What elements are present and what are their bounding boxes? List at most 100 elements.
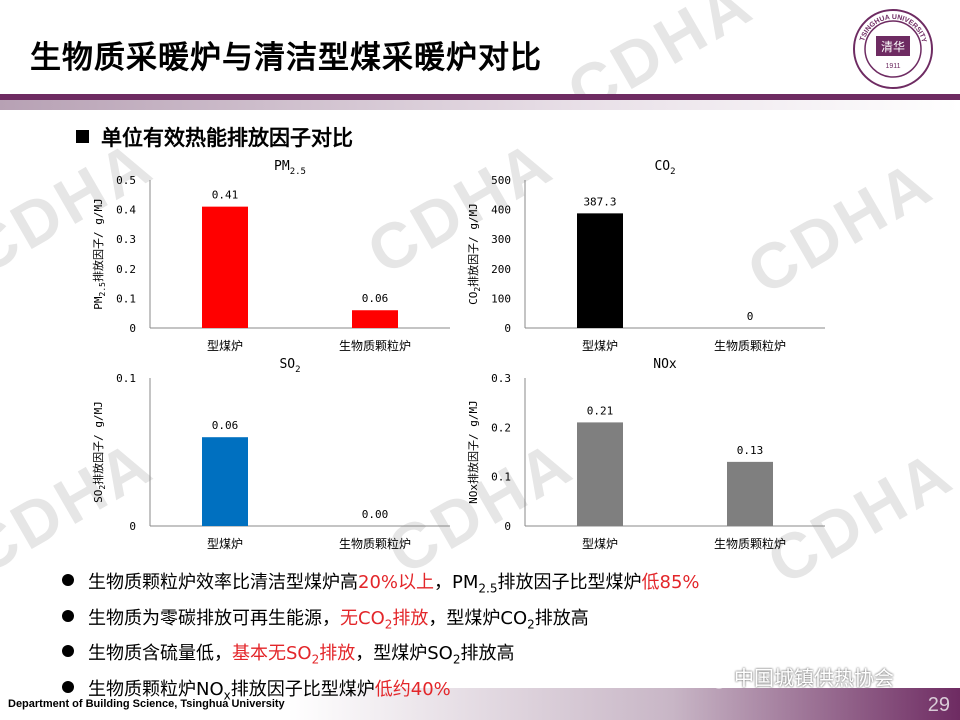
- chart-ylabel-rest: 排放因子/ g/MJ: [466, 400, 480, 484]
- bullet-segment: 2: [527, 617, 535, 632]
- wechat-icon: [700, 667, 728, 689]
- bar: [727, 461, 773, 526]
- bullet-segment: 排放高: [534, 607, 589, 629]
- bullet-segment: 排放高: [460, 643, 515, 665]
- bullet-segment: 2.5: [478, 581, 498, 596]
- bullet-segment: ，型煤炉SO: [355, 643, 453, 665]
- chart-title-main: NOx: [653, 357, 677, 372]
- bar: [577, 422, 623, 526]
- x-category-label: 生物质颗粒炉: [339, 338, 411, 353]
- logo-year: 1911: [885, 63, 900, 70]
- y-tick-label: 0: [504, 520, 511, 533]
- bullet-segment: 20%以上: [358, 572, 435, 593]
- bar: [577, 213, 623, 328]
- bar: [202, 206, 248, 328]
- y-tick-label: 0: [504, 322, 511, 335]
- chart-ylabel-sub: 2.5: [98, 282, 107, 297]
- x-category-label: 型煤炉: [582, 537, 618, 551]
- chart-nox: NOx NOx排放因子/ g/MJ 0 0.1 0.2 0.3 0.21 型煤炉 0.13 生物质…: [455, 357, 835, 558]
- subheading: 单位有效热能排放因子对比: [76, 122, 353, 152]
- bullet-segment: 排放因子比型煤炉: [497, 572, 642, 593]
- y-tick-label: 400: [491, 204, 511, 217]
- chart-title: CO2: [654, 159, 675, 177]
- tsinghua-logo: TSINGHUA UNIVERSITY 清华 1911: [852, 8, 934, 90]
- y-tick-label: 0.1: [116, 292, 136, 305]
- y-tick-label: 0.5: [116, 174, 136, 187]
- y-tick-label: 200: [491, 263, 511, 276]
- bullet-segment: ，型煤炉CO: [428, 607, 528, 629]
- chart-title-main: SO: [279, 357, 295, 372]
- bullet-segment: 生物质含硫量低，: [88, 643, 232, 665]
- bullet-list: 生物质颗粒炉效率比清洁型煤炉高20%以上，PM2.5排放因子比型煤炉低85% 生物…: [62, 568, 700, 710]
- x-category-label: 型煤炉: [207, 537, 243, 551]
- bullet-segment: 生物质为零碳排放可再生能源，: [88, 607, 340, 629]
- page-number: 29: [927, 694, 950, 716]
- bullet-segment: 排放因子比型煤炉: [230, 678, 375, 700]
- bullet-segment: 2: [452, 652, 461, 667]
- chart-ylabel-rest: 排放因子/ g/MJ: [466, 203, 480, 287]
- chart-ylabel-main: NOx: [467, 484, 480, 504]
- bar-value-label: 387.3: [583, 195, 616, 208]
- bullet-dot-icon: [62, 680, 74, 693]
- wechat-watermark: 中国城镇供热协会: [700, 662, 894, 691]
- chart-title: PM2.5: [274, 159, 306, 177]
- bullet-segment: 排放: [319, 643, 356, 665]
- bullet-segment: x: [223, 688, 231, 703]
- bullet-dot-icon: [62, 609, 74, 622]
- chart-so2: SO2 SO2排放因子/ g/MJ 0 0.1 0.06 型煤炉 0.00 生物质颗粒炉: [80, 357, 460, 558]
- y-tick-label: 0.2: [491, 421, 511, 434]
- bullet-item: 生物质颗粒炉NOx排放因子比型煤炉低约40%: [62, 675, 700, 711]
- x-category-label: 生物质颗粒炉: [714, 338, 786, 353]
- chart-ylabel-sub: 2: [98, 485, 107, 490]
- bullet-segment: 生物质颗粒炉NO: [88, 678, 224, 700]
- footer-bar: [0, 688, 960, 720]
- bullet-segment: 基本无SO: [232, 643, 312, 665]
- chart-ylabel: CO2排放因子/ g/MJ: [466, 203, 482, 305]
- chart-ylabel: SO2排放因子/ g/MJ: [91, 401, 107, 503]
- chart-ylabel-main: CO: [467, 292, 480, 305]
- chart-title: SO2: [279, 357, 300, 375]
- title-underline-gradient: [0, 100, 960, 110]
- bullet-segment: 排放: [392, 607, 429, 629]
- bar-value-label: 0.00: [362, 508, 389, 521]
- chart-title: NOx: [653, 357, 677, 372]
- wechat-label: 中国城镇供热协会: [734, 666, 894, 690]
- bar-value-label: 0.06: [212, 419, 239, 432]
- bar: [202, 437, 248, 526]
- chart-ylabel-rest: 排放因子/ g/MJ: [91, 401, 105, 485]
- bar-value-label: 0.21: [587, 404, 614, 417]
- bullet-segment: 生物质颗粒炉效率比清洁型煤炉高: [88, 572, 358, 593]
- chart-pm25: PM2.5 PM2.5排放因子/ g/MJ 0 0.1 0.2 0.3 0.4 0.5 0.41…: [80, 159, 460, 360]
- title-underline: [0, 94, 960, 100]
- y-tick-label: 0.3: [491, 372, 511, 385]
- chart-co2: CO2 CO2排放因子/ g/MJ 0 100 200 300 400 500 387.3 型煤炉…: [455, 159, 835, 360]
- chart-ylabel-main: PM: [92, 296, 105, 310]
- bullet-item: 生物质含硫量低，基本无SO2排放，型煤炉SO2排放高: [62, 639, 700, 675]
- bar: [352, 310, 398, 328]
- x-category-label: 生物质颗粒炉: [714, 536, 786, 551]
- svg-text:清华: 清华: [881, 40, 905, 54]
- y-tick-label: 0: [129, 520, 136, 533]
- x-category-label: 型煤炉: [207, 339, 243, 353]
- y-tick-label: 0.1: [116, 372, 136, 385]
- bullet-item: 生物质颗粒炉效率比清洁型煤炉高20%以上，PM2.5排放因子比型煤炉低85%: [62, 568, 700, 604]
- bullet-item: 生物质为零碳排放可再生能源，无CO2排放，型煤炉CO2排放高: [62, 604, 700, 640]
- bullet-segment: 2: [384, 617, 393, 632]
- bar-value-label: 0.13: [737, 444, 764, 457]
- y-tick-label: 0.3: [116, 233, 136, 246]
- bullet-segment: 低约40%: [374, 678, 451, 700]
- footer-department: Department of Building Science, Tsinghua…: [8, 698, 285, 710]
- square-bullet-icon: [76, 130, 89, 143]
- chart-title-sub: 2.5: [290, 167, 306, 177]
- subheading-text: 单位有效热能排放因子对比: [101, 126, 353, 150]
- y-tick-label: 500: [491, 174, 511, 187]
- chart-title-sub: 2: [670, 167, 675, 177]
- bullet-dot-icon: [62, 645, 74, 658]
- chart-ylabel: PM2.5排放因子/ g/MJ: [91, 198, 107, 309]
- y-tick-label: 0.1: [491, 471, 511, 484]
- bar-value-label: 0: [747, 310, 754, 323]
- bullet-segment: 无CO: [340, 607, 385, 629]
